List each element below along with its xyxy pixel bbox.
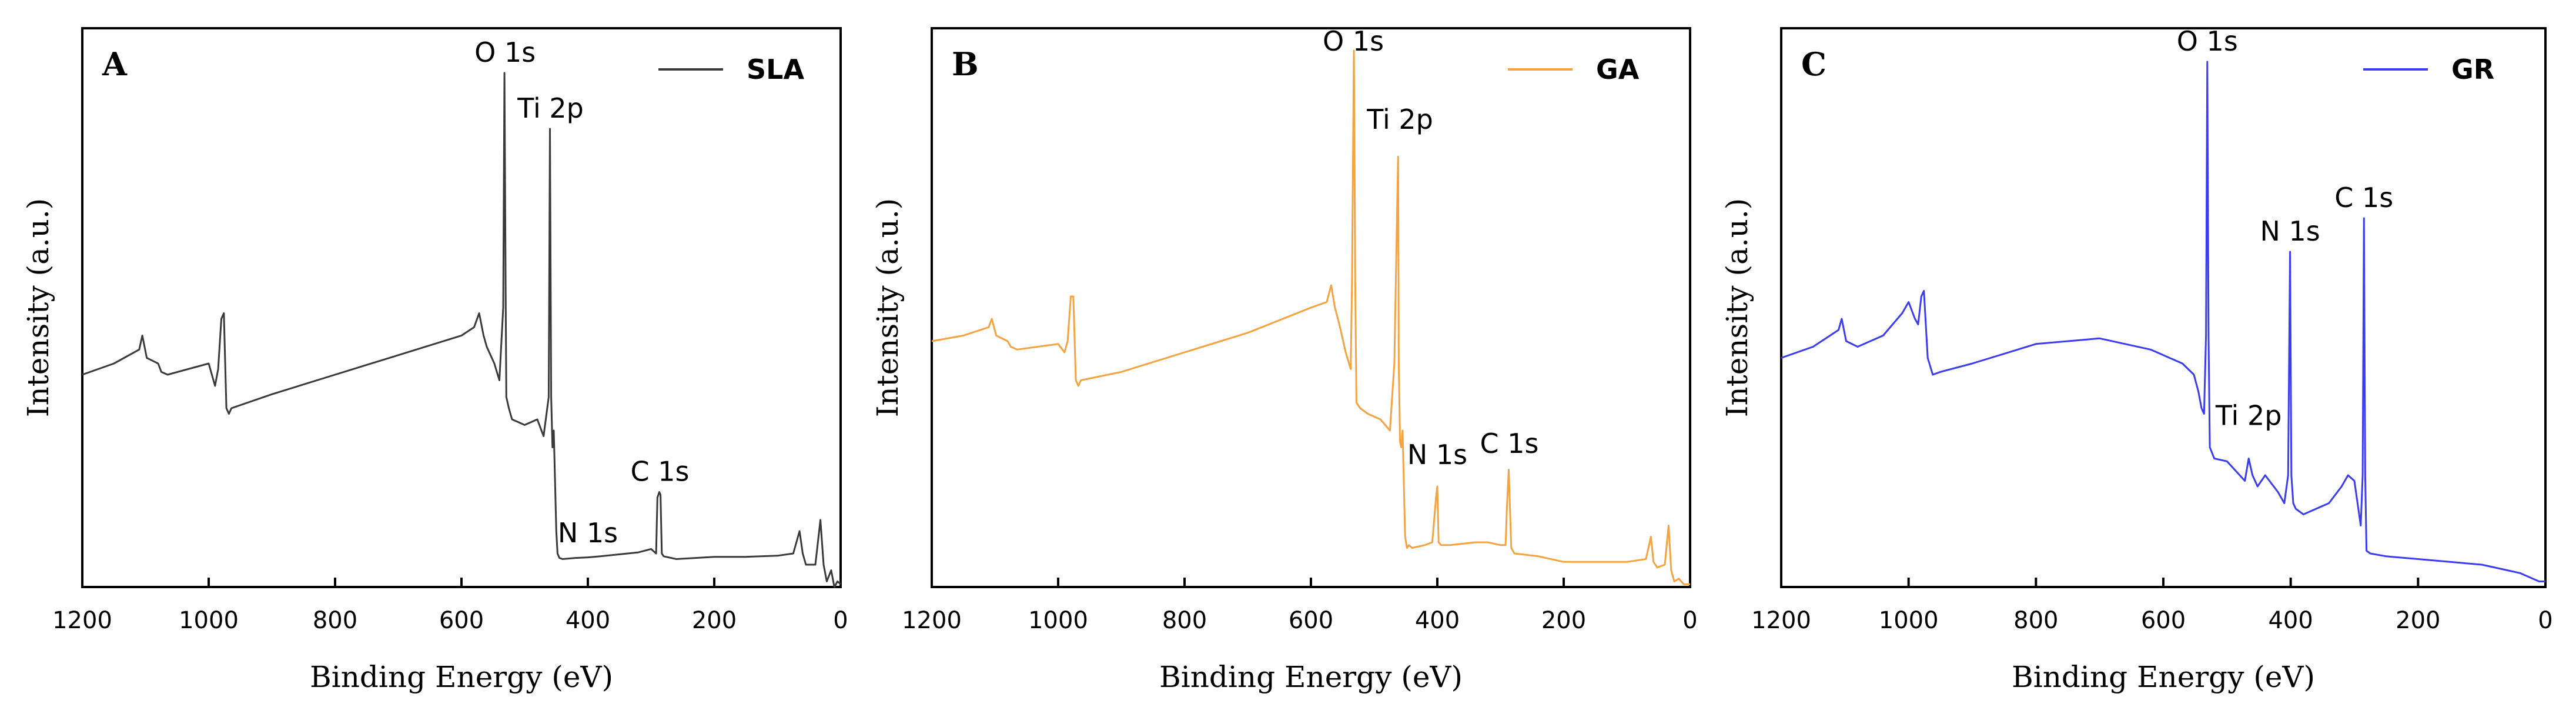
x-tick-label: 600 bbox=[1289, 607, 1333, 634]
spectrum-line-gr bbox=[1781, 61, 2545, 582]
y-axis-label: Intensity (a.u.) bbox=[21, 198, 55, 418]
plot-frame bbox=[81, 27, 842, 588]
peak-label: N 1s bbox=[1407, 439, 1467, 471]
x-tick-label: 1200 bbox=[52, 607, 112, 634]
x-tick-label: 0 bbox=[2538, 607, 2552, 634]
peak-label: N 1s bbox=[2260, 215, 2320, 247]
peak-label: O 1s bbox=[474, 36, 536, 68]
x-tick-label: 0 bbox=[1682, 607, 1697, 634]
peak-label: C 1s bbox=[1480, 428, 1539, 459]
chart-panel-b: 1200 1000 800 600 400 200 0 Binding Energy (eV)… bbox=[871, 25, 1698, 694]
peak-label: Ti 2p bbox=[2215, 400, 2282, 432]
x-tick-label: 0 bbox=[833, 607, 848, 634]
legend-label-sla: SLA bbox=[747, 54, 804, 85]
spectrum-line-sla bbox=[82, 72, 841, 588]
x-tick-label: 200 bbox=[2396, 607, 2440, 634]
x-tick-label: 600 bbox=[439, 607, 484, 634]
x-tick-label: 400 bbox=[1415, 607, 1460, 634]
x-tick-label: 1000 bbox=[1028, 607, 1088, 634]
panel-letter: B bbox=[952, 45, 979, 83]
peak-label: O 1s bbox=[1323, 25, 1384, 57]
x-tick-label: 1000 bbox=[179, 607, 239, 634]
legend-label-gr: GR bbox=[2451, 54, 2494, 85]
x-axis-label: Binding Energy (eV) bbox=[310, 660, 613, 694]
x-tick-label: 1200 bbox=[902, 607, 962, 634]
x-tick-label: 400 bbox=[566, 607, 610, 634]
y-axis-label: Intensity (a.u.) bbox=[871, 198, 905, 418]
peak-label: C 1s bbox=[631, 456, 690, 488]
peak-label: Ti 2p bbox=[1366, 104, 1433, 135]
x-tick-label: 800 bbox=[1162, 607, 1207, 634]
legend-label-ga: GA bbox=[1596, 54, 1640, 85]
x-tick-label: 800 bbox=[313, 607, 357, 634]
x-tick-label: 200 bbox=[692, 607, 737, 634]
panel-letter: C bbox=[1801, 45, 1826, 83]
x-tick-label: 600 bbox=[2141, 607, 2186, 634]
chart-panel-c: 1200 1000 800 600 400 200 0 Binding Energy (eV)… bbox=[1720, 25, 2553, 694]
x-tick-label: 800 bbox=[2013, 607, 2058, 634]
x-axis-label: Binding Energy (eV) bbox=[1159, 660, 1463, 694]
chart-panel-a: 1200 1000 800 600 400 200 0 Binding Energy (eV)… bbox=[21, 27, 848, 694]
peak-label: C 1s bbox=[2334, 182, 2393, 214]
peak-label: N 1s bbox=[558, 517, 618, 549]
y-axis-label: Intensity (a.u.) bbox=[1720, 198, 1754, 418]
x-axis-label: Binding Energy (eV) bbox=[2012, 660, 2315, 694]
peak-label: Ti 2p bbox=[517, 92, 584, 124]
spectrum-line-ga bbox=[931, 49, 1690, 585]
peak-label: O 1s bbox=[2177, 25, 2238, 57]
x-tick-label: 1000 bbox=[1879, 607, 1939, 634]
x-tick-label: 400 bbox=[2268, 607, 2313, 634]
x-tick-label: 1200 bbox=[1751, 607, 1811, 634]
panel-letter: A bbox=[102, 45, 128, 83]
x-tick-label: 200 bbox=[1541, 607, 1586, 634]
plot-frame bbox=[1780, 27, 2547, 588]
